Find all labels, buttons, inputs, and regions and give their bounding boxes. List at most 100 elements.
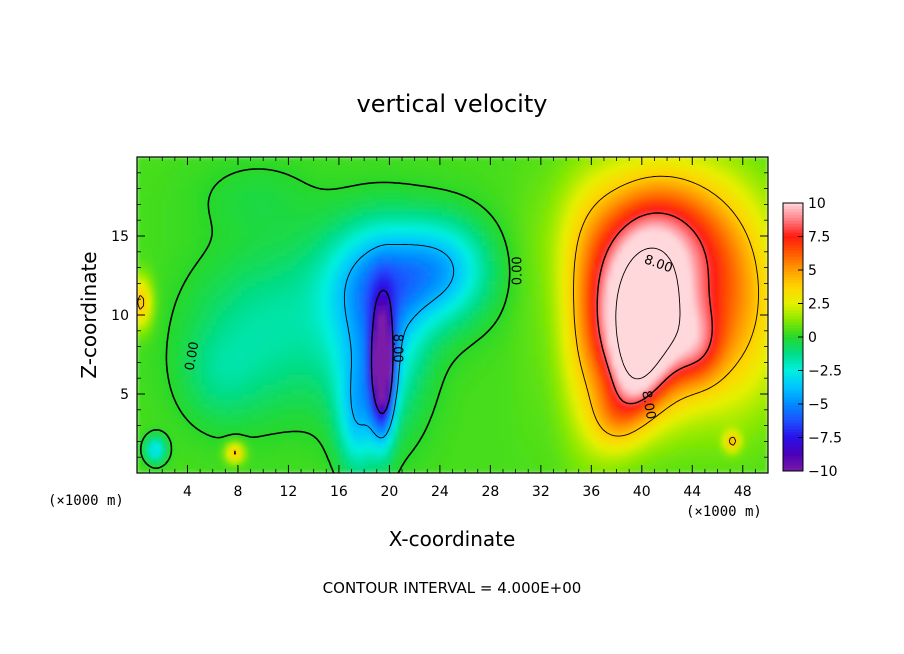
colorbar-band [783, 307, 803, 311]
colorbar-band [783, 366, 803, 371]
colorbar-band [783, 322, 803, 326]
colorbar-band [783, 381, 803, 386]
colorbar-band [783, 441, 803, 445]
colorbar-tick-label: 2.5 [808, 297, 830, 313]
colorbar-band [783, 465, 803, 469]
colorbar-band [783, 384, 803, 389]
colorbar-band [783, 387, 803, 392]
colorbar-ticks: 10 7.5 5 2.5 0 −2.5 −5 −7.5 −10 [798, 196, 842, 480]
colorbar-band [783, 444, 803, 448]
colorbar-band [783, 411, 803, 416]
colorbar-band [783, 313, 803, 317]
colorbar-band [783, 393, 803, 398]
colorbar-band [783, 262, 803, 267]
colorbar-band [783, 304, 803, 308]
colorbar-band [783, 277, 803, 282]
colorbar-band [783, 408, 803, 413]
colorbar-tick-label: 10 [808, 196, 826, 212]
colorbar-band [783, 203, 803, 207]
colorbar-band [783, 301, 803, 305]
x-ticks: 4 8 12 16 20 24 28 32 36 40 44 48 [149, 157, 756, 500]
contour-level [596, 212, 713, 405]
colorbar-band [783, 271, 803, 276]
colorbar-band [783, 375, 803, 380]
plot-area: 0.000.00 8.008.008.00 4 8 12 16 20 24 28 32 36 40 4… [111, 156, 769, 500]
contour-label: 0.00 [183, 341, 203, 372]
x-tick-label: 16 [330, 484, 348, 500]
contour-level [343, 243, 455, 439]
colorbar-band [783, 319, 803, 323]
x-tick-label: 12 [280, 484, 298, 500]
colorbar-band [783, 420, 803, 424]
x-tick-label: 48 [734, 484, 752, 500]
colorbar-band [783, 259, 803, 264]
contour-interval-note: CONTOUR INTERVAL = 4.000E+00 [323, 579, 582, 597]
colorbar-band [783, 468, 803, 471]
colorbar-tick-label: 7.5 [808, 230, 830, 246]
colorbar-band [783, 211, 803, 216]
colorbar-band [783, 247, 803, 252]
colorbar-band [783, 265, 803, 270]
x-tick-label: 4 [183, 484, 192, 500]
colorbar-band [783, 310, 803, 314]
colorbar-band [783, 456, 803, 460]
x-unit-right: (×1000 m) [686, 504, 762, 520]
colorbar-tick-label: 0 [808, 330, 817, 346]
colorbar: 10 7.5 5 2.5 0 −2.5 −5 −7.5 −10 [782, 196, 842, 480]
colorbar-band [783, 334, 803, 338]
colorbar-band [783, 241, 803, 246]
x-tick-label: 8 [233, 484, 242, 500]
colorbar-band [783, 390, 803, 395]
colorbar-band [783, 286, 803, 290]
contour-level [615, 247, 681, 380]
colorbar-band [783, 328, 803, 332]
colorbar-band [783, 226, 803, 231]
colorbar-band [783, 378, 803, 383]
colorbar-band [783, 348, 803, 353]
colorbar-tick-label: −2.5 [808, 364, 842, 380]
colorbar-band [783, 372, 803, 377]
colorbar-band [783, 426, 803, 430]
colorbar-band [783, 280, 803, 284]
colorbar-band [783, 235, 803, 240]
colorbar-band [783, 417, 803, 421]
colorbar-band [783, 316, 803, 320]
colorbar-band [783, 423, 803, 427]
colorbar-band [783, 360, 803, 365]
colorbar-band [783, 289, 803, 293]
colorbar-band [783, 345, 803, 350]
colorbar-band [783, 414, 803, 418]
x-tick-label: 36 [582, 484, 600, 500]
y-ticks: 5 10 15 [111, 172, 768, 458]
y-axis-label: Z-coordinate [77, 251, 101, 378]
contour-level [370, 289, 394, 415]
colorbar-band [783, 274, 803, 279]
colorbar-band [783, 351, 803, 356]
colorbar-band [783, 238, 803, 243]
colorbar-band [783, 447, 803, 451]
x-unit-left: (×1000 m) [48, 493, 124, 509]
y-tick-label: 15 [111, 229, 129, 245]
colorbar-band [783, 342, 803, 347]
colorbar-band [783, 331, 803, 335]
chart-title: vertical velocity [357, 90, 548, 118]
x-tick-label: 32 [532, 484, 550, 500]
colorbar-band [783, 253, 803, 258]
y-tick-label: 10 [111, 308, 129, 324]
colorbar-band [783, 453, 803, 457]
colorbar-band [783, 435, 803, 439]
contour-label: 8.00 [638, 390, 658, 421]
colorbar-band [783, 339, 803, 344]
colorbar-gradient [783, 203, 803, 471]
colorbar-band [783, 459, 803, 463]
colorbar-band [783, 432, 803, 436]
colorbar-band [783, 223, 803, 228]
colorbar-band [783, 283, 803, 287]
colorbar-band [783, 220, 803, 225]
colorbar-band [783, 429, 803, 433]
colorbar-band [783, 357, 803, 362]
velocity-field [137, 157, 768, 473]
x-axis-label: X-coordinate [389, 527, 516, 551]
contour-level [137, 175, 759, 455]
colorbar-band [783, 402, 803, 407]
